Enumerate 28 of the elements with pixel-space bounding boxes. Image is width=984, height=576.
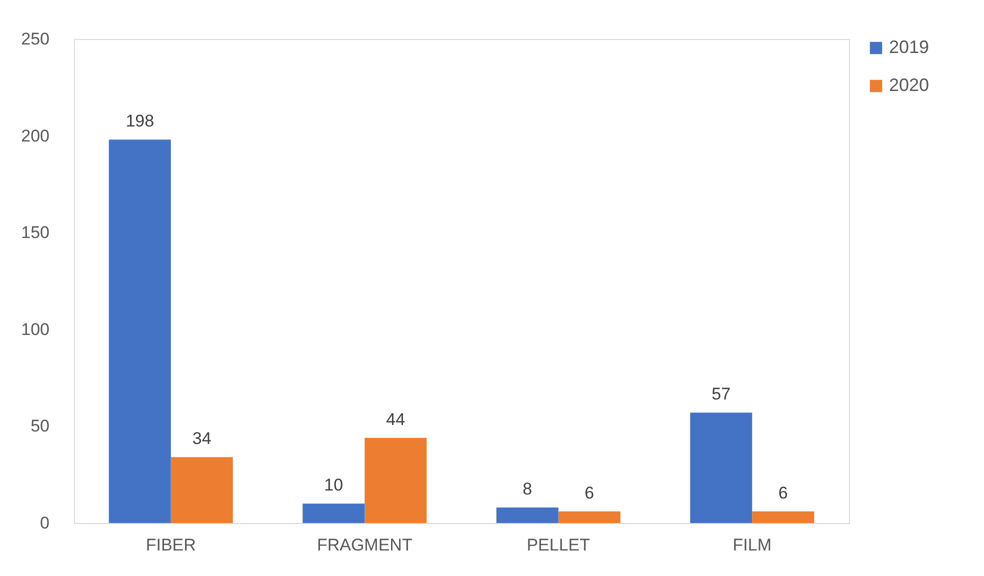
bar	[302, 504, 365, 523]
y-tick-label: 150	[21, 223, 50, 242]
data-label: 6	[778, 483, 788, 502]
y-tick-label: 200	[21, 126, 50, 146]
data-label: 34	[192, 429, 212, 448]
bar	[752, 511, 814, 523]
data-label: 57	[712, 384, 731, 404]
legend-label: 2019	[889, 37, 930, 57]
y-tick-label: 250	[21, 30, 50, 48]
x-tick-label: FIBER	[146, 536, 196, 554]
x-tick-label: FRAGMENT	[316, 536, 412, 554]
legend-label: 2020	[889, 75, 930, 95]
bar	[496, 508, 558, 523]
data-label: 44	[386, 410, 406, 429]
data-label: 6	[584, 483, 594, 502]
x-tick-label: FILM	[732, 536, 772, 554]
data-label: 10	[324, 476, 344, 495]
bar	[108, 140, 171, 523]
data-label: 198	[126, 112, 154, 131]
data-label: 8	[522, 480, 532, 499]
bar	[170, 457, 233, 523]
y-tick-label: 100	[21, 320, 50, 339]
y-tick-label: 0	[40, 514, 50, 532]
y-tick-label: 50	[30, 416, 50, 436]
x-tick-label: PELLET	[526, 536, 590, 554]
bar	[690, 412, 752, 523]
bar	[364, 438, 427, 523]
bar	[558, 511, 620, 523]
